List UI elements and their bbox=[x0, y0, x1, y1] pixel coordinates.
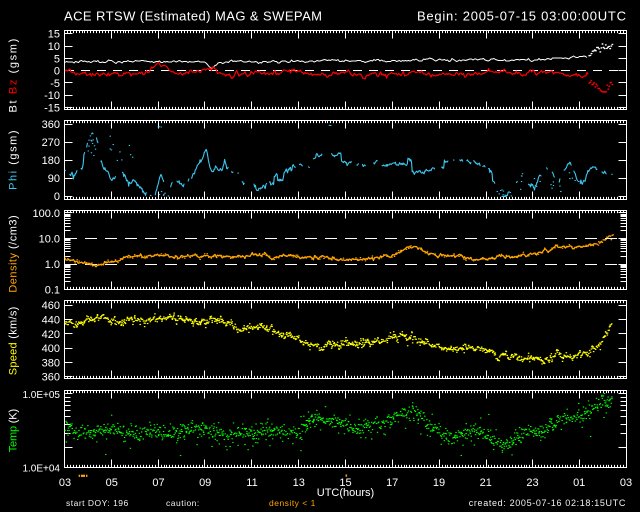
svg-text:09: 09 bbox=[199, 477, 211, 489]
svg-text:07: 07 bbox=[152, 477, 164, 489]
svg-text:Phi (gsm): Phi (gsm) bbox=[8, 131, 20, 190]
svg-text:23: 23 bbox=[526, 477, 538, 489]
svg-text:420: 420 bbox=[42, 329, 60, 341]
svg-text:density < 1: density < 1 bbox=[269, 498, 316, 508]
svg-text:180: 180 bbox=[42, 155, 60, 167]
svg-text:15: 15 bbox=[48, 29, 60, 41]
svg-text:11: 11 bbox=[246, 477, 257, 489]
svg-text:03: 03 bbox=[59, 477, 71, 489]
svg-text:created: 2005-07-16 02:18:15UT: created: 2005-07-16 02:18:15UTC bbox=[469, 498, 626, 508]
svg-text:15: 15 bbox=[339, 477, 351, 489]
svg-text:5: 5 bbox=[54, 53, 60, 65]
svg-text:0: 0 bbox=[54, 66, 60, 78]
svg-text:UTC(hours): UTC(hours) bbox=[317, 487, 374, 499]
svg-text:270: 270 bbox=[42, 137, 60, 149]
svg-text:460: 460 bbox=[42, 300, 60, 312]
svg-text:Density (/cm3): Density (/cm3) bbox=[8, 215, 20, 292]
svg-text:380: 380 bbox=[42, 357, 60, 369]
svg-text:90: 90 bbox=[48, 173, 60, 185]
svg-text:05: 05 bbox=[106, 477, 118, 489]
svg-text:0.1: 0.1 bbox=[45, 285, 60, 297]
svg-text:caution:: caution: bbox=[166, 498, 200, 508]
svg-text:start DOY: 196: start DOY: 196 bbox=[66, 498, 129, 508]
svg-text:-5: -5 bbox=[50, 78, 60, 90]
svg-text:21: 21 bbox=[480, 477, 492, 489]
svg-text:Speed (km/s): Speed (km/s) bbox=[8, 307, 20, 376]
svg-text:01: 01 bbox=[573, 477, 585, 489]
svg-text:1.0E+05: 1.0E+05 bbox=[22, 390, 60, 401]
svg-text:10.0: 10.0 bbox=[39, 234, 60, 246]
svg-text:Begin: 2005-07-15 03:00:00UTC: Begin: 2005-07-15 03:00:00UTC bbox=[417, 9, 626, 24]
svg-text:19: 19 bbox=[433, 477, 445, 489]
svg-text:100.0: 100.0 bbox=[32, 208, 60, 220]
svg-text:-10: -10 bbox=[44, 90, 60, 102]
svg-text:10: 10 bbox=[48, 41, 60, 53]
svg-text:ACE RTSW (Estimated) MAG & SWE: ACE RTSW (Estimated) MAG & SWEPAM bbox=[64, 9, 322, 24]
svg-text:360: 360 bbox=[42, 372, 60, 384]
svg-text:Bt Bz (gsm): Bt Bz (gsm) bbox=[8, 39, 20, 113]
svg-text:03: 03 bbox=[620, 477, 632, 489]
svg-text:400: 400 bbox=[42, 343, 60, 355]
svg-text:17: 17 bbox=[386, 477, 398, 489]
svg-text:-15: -15 bbox=[44, 103, 60, 115]
svg-text:440: 440 bbox=[42, 315, 60, 327]
svg-text:Temp (K): Temp (K) bbox=[8, 409, 20, 453]
svg-text:13: 13 bbox=[293, 477, 305, 489]
svg-text:1.0: 1.0 bbox=[45, 259, 60, 271]
svg-text:0: 0 bbox=[54, 191, 60, 203]
svg-text:360: 360 bbox=[42, 119, 60, 131]
svg-text:1.0E+04: 1.0E+04 bbox=[22, 464, 60, 475]
